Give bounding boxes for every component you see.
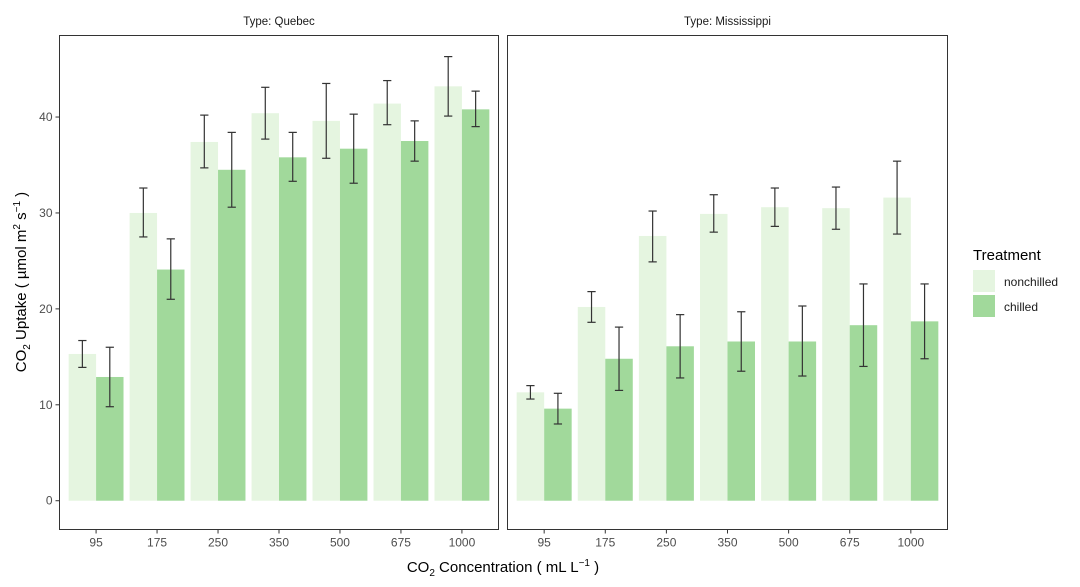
errorbar-mississippi-chilled-250 bbox=[676, 314, 685, 379]
errorbar-quebec-nonchilled-1000 bbox=[444, 56, 453, 117]
errorbar-mississippi-chilled-675 bbox=[859, 283, 868, 368]
y-tick-label: 40 bbox=[39, 110, 53, 124]
bar-quebec-chilled-675 bbox=[400, 141, 429, 501]
bar-quebec-chilled-500 bbox=[339, 148, 368, 501]
errorbar-mississippi-nonchilled-675 bbox=[831, 186, 841, 230]
strip-label-quebec: Type: Quebec bbox=[243, 16, 315, 28]
errorbar-mississippi-nonchilled-1000 bbox=[892, 160, 902, 235]
bar-quebec-nonchilled-250 bbox=[190, 141, 219, 501]
bar-mississippi-nonchilled-175 bbox=[577, 306, 606, 501]
x-tick-label: 500 bbox=[330, 536, 350, 550]
errorbar-quebec-nonchilled-250 bbox=[200, 114, 209, 169]
errorbar-quebec-nonchilled-175 bbox=[139, 187, 148, 238]
y-tick-label: 30 bbox=[39, 206, 53, 220]
errorbar-quebec-chilled-500 bbox=[349, 113, 358, 184]
errorbar-mississippi-chilled-500 bbox=[798, 305, 807, 377]
bar-quebec-chilled-350 bbox=[279, 157, 307, 501]
x-axis-title: CO2 Concentration ( mL L−1 ) bbox=[407, 558, 599, 579]
x-tick-label: 1000 bbox=[449, 536, 476, 550]
errorbar-mississippi-nonchilled-175 bbox=[587, 291, 596, 323]
y-axis: 0 10 20 30 40 bbox=[39, 110, 60, 508]
errorbar-quebec-chilled-175 bbox=[166, 238, 175, 300]
errorbar-mississippi-nonchilled-500 bbox=[770, 187, 779, 227]
errorbar-mississippi-nonchilled-95 bbox=[526, 385, 535, 400]
errorbar-mississippi-chilled-1000 bbox=[920, 283, 929, 360]
x-tick-label: 175 bbox=[595, 536, 615, 550]
y-tick-label: 0 bbox=[46, 494, 53, 508]
x-tick-label: 175 bbox=[147, 536, 167, 550]
bar-mississippi-nonchilled-250 bbox=[638, 235, 667, 501]
legend-label-nonchilled: nonchilled bbox=[1004, 275, 1058, 289]
errorbar-mississippi-nonchilled-350 bbox=[709, 194, 718, 233]
y-tick-label: 10 bbox=[39, 398, 53, 412]
errorbar-mississippi-chilled-350 bbox=[737, 311, 746, 372]
x-tick-label: 500 bbox=[779, 536, 799, 550]
x-axis: 95 175 250 350 500 675 1000 95 175 250 350 500 675 10… bbox=[89, 529, 925, 550]
x-tick-label: 675 bbox=[840, 536, 860, 550]
errorbars-layer bbox=[78, 56, 929, 425]
errorbar-quebec-nonchilled-350 bbox=[261, 86, 270, 140]
bar-mississippi-nonchilled-350 bbox=[700, 213, 728, 501]
errorbar-mississippi-nonchilled-250 bbox=[648, 210, 657, 263]
bar-quebec-chilled-1000 bbox=[461, 109, 490, 501]
errorbar-quebec-chilled-675 bbox=[410, 120, 419, 162]
errorbar-quebec-chilled-1000 bbox=[471, 90, 480, 128]
y-axis-title: CO2 Uptake ( µmol m2 s−1 ) bbox=[12, 192, 33, 372]
bars-layer bbox=[68, 86, 939, 501]
bar-quebec-nonchilled-500 bbox=[312, 120, 340, 501]
bar-quebec-nonchilled-95 bbox=[68, 353, 97, 501]
errorbar-mississippi-chilled-95 bbox=[553, 392, 563, 425]
bar-quebec-chilled-250 bbox=[218, 169, 246, 501]
bar-quebec-nonchilled-175 bbox=[129, 212, 158, 501]
x-tick-label: 95 bbox=[89, 536, 103, 550]
errorbar-quebec-nonchilled-500 bbox=[322, 82, 331, 159]
legend-key-chilled bbox=[973, 295, 995, 317]
strip-label-mississippi: Type: Mississippi bbox=[684, 16, 771, 28]
x-tick-label: 675 bbox=[391, 536, 411, 550]
legend-key-nonchilled bbox=[973, 270, 995, 292]
bar-mississippi-nonchilled-500 bbox=[761, 207, 789, 501]
bar-mississippi-nonchilled-95 bbox=[516, 392, 545, 501]
bar-mississippi-nonchilled-675 bbox=[822, 208, 850, 501]
x-tick-label: 1000 bbox=[897, 536, 924, 550]
x-tick-label: 350 bbox=[717, 536, 737, 550]
errorbar-quebec-chilled-350 bbox=[288, 131, 297, 182]
bar-quebec-nonchilled-1000 bbox=[434, 86, 462, 501]
x-tick-label: 350 bbox=[269, 536, 289, 550]
y-tick-label: 20 bbox=[39, 302, 53, 316]
errorbar-quebec-nonchilled-95 bbox=[78, 339, 87, 368]
legend-title: Treatment bbox=[973, 247, 1042, 264]
x-tick-label: 95 bbox=[537, 536, 551, 550]
errorbar-quebec-nonchilled-675 bbox=[383, 79, 392, 126]
bar-quebec-nonchilled-675 bbox=[373, 103, 401, 501]
x-tick-label: 250 bbox=[208, 536, 228, 550]
bar-mississippi-nonchilled-1000 bbox=[883, 197, 911, 501]
errorbar-mississippi-chilled-175 bbox=[614, 326, 624, 392]
bar-quebec-nonchilled-350 bbox=[251, 113, 279, 501]
errorbar-quebec-chilled-95 bbox=[105, 346, 114, 408]
bar-quebec-chilled-175 bbox=[157, 269, 185, 501]
errorbar-quebec-chilled-250 bbox=[227, 131, 236, 208]
legend: Treatment nonchilled chilled bbox=[973, 247, 1058, 317]
x-tick-label: 250 bbox=[656, 536, 676, 550]
legend-label-chilled: chilled bbox=[1004, 300, 1038, 314]
